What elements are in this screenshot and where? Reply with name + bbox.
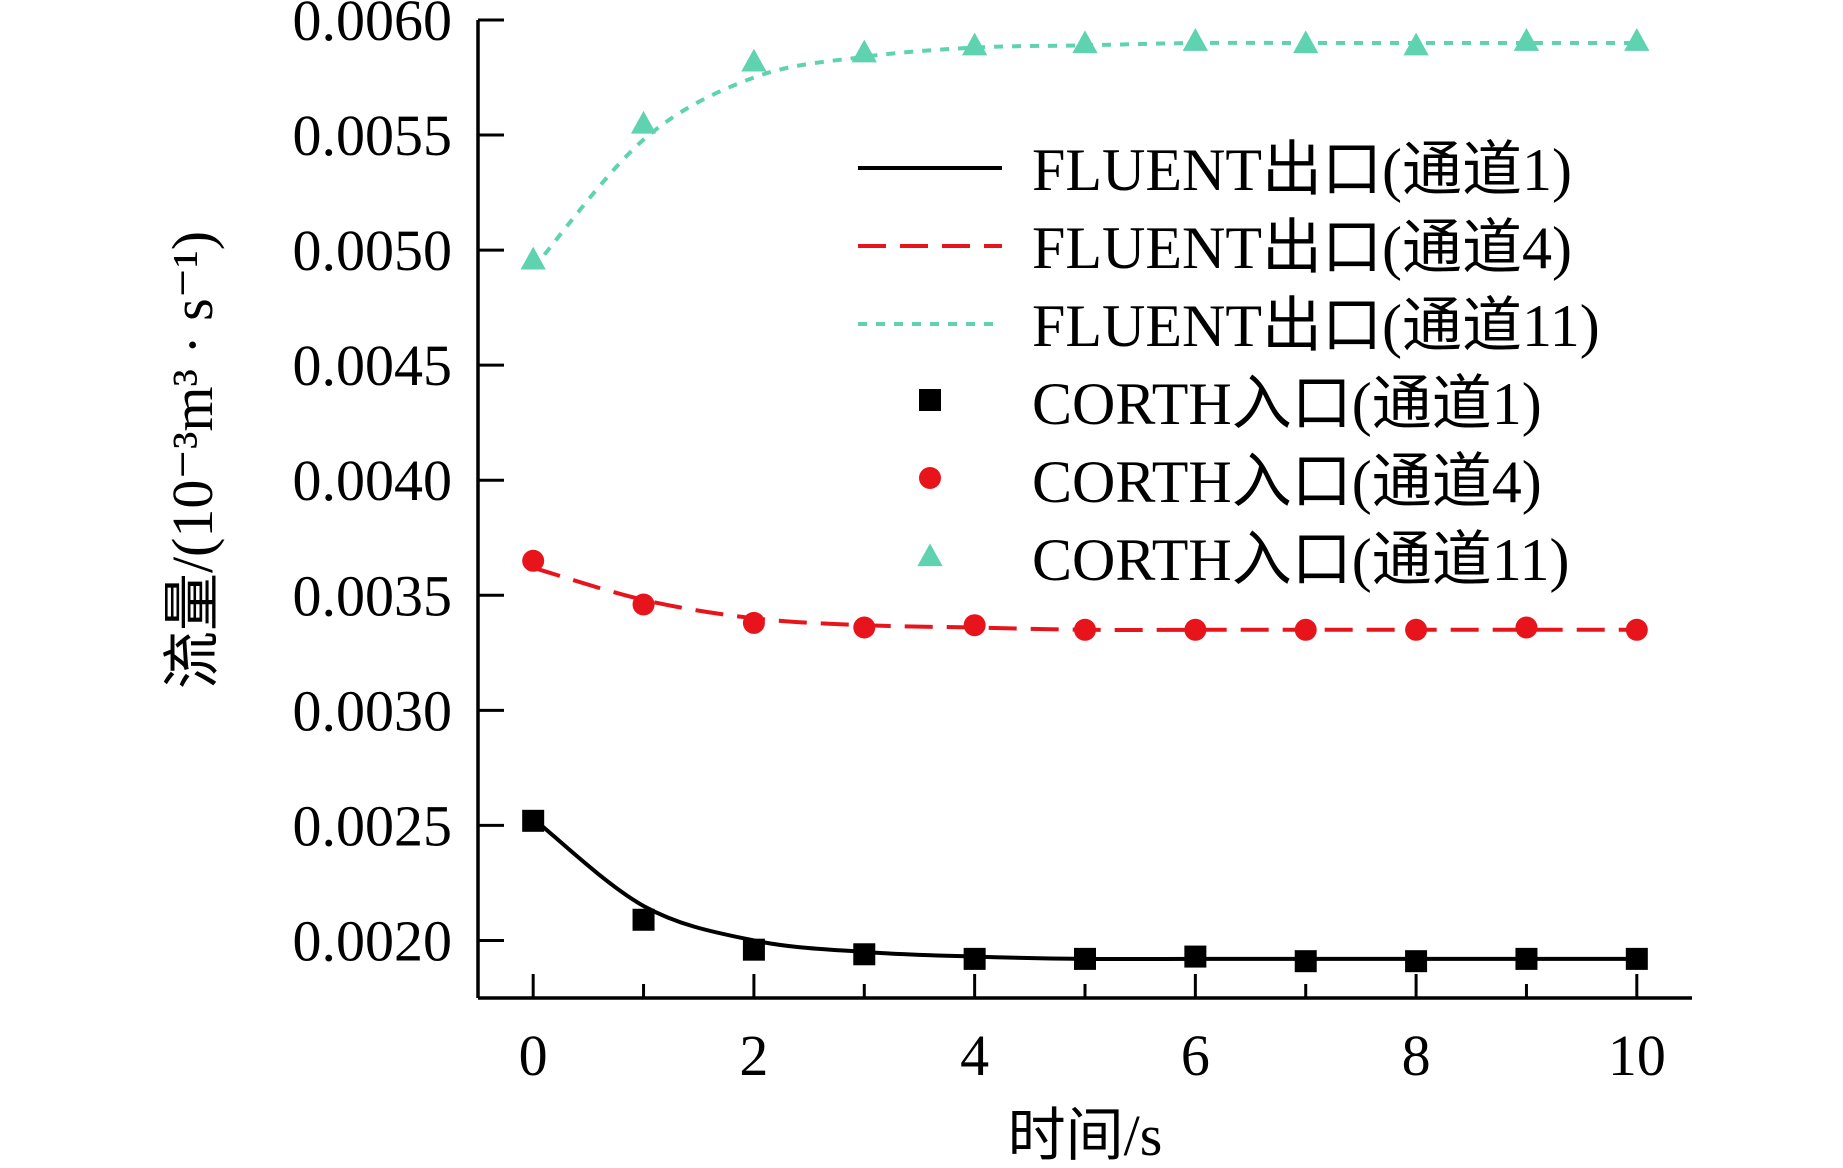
data-point-circle <box>963 614 986 637</box>
data-point-square <box>742 938 765 961</box>
data-point-triangle <box>1072 30 1098 54</box>
x-tick-label: 6 <box>1181 1023 1210 1088</box>
data-point-square <box>963 947 986 970</box>
data-point-circle <box>1184 618 1207 641</box>
x-tick-label: 0 <box>519 1023 548 1088</box>
x-tick-label: 10 <box>1608 1023 1666 1088</box>
y-tick-label: 0.0060 <box>293 0 453 53</box>
y-tick-label: 0.0050 <box>293 218 453 283</box>
series-line-1 <box>531 816 1637 962</box>
data-point-square <box>1625 947 1648 970</box>
legend-marker-swatch <box>919 389 941 411</box>
data-point-triangle <box>1182 28 1209 51</box>
data-point-square <box>1515 947 1538 970</box>
y-tick-label: 0.0030 <box>293 678 453 743</box>
data-point-circle <box>632 593 655 616</box>
data-point-triangle <box>961 32 988 56</box>
data-point-square <box>1405 950 1428 973</box>
legend-label: CORTH入口(通道11) <box>1032 527 1569 593</box>
data-point-circle <box>522 549 545 572</box>
data-point-triangle <box>1624 28 1650 51</box>
data-point-triangle <box>741 48 767 72</box>
y-tick-label: 0.0020 <box>293 908 453 973</box>
series-group <box>520 28 1650 973</box>
y-axis-title: 流量/(10⁻³m³ · s⁻¹) <box>160 231 225 689</box>
data-point-square <box>1184 945 1207 968</box>
x-tick-label: 8 <box>1402 1023 1431 1088</box>
data-point-triangle <box>851 39 877 63</box>
legend-label: FLUENT出口(通道4) <box>1032 215 1572 281</box>
legend-marker-swatch <box>917 543 943 567</box>
legend-label: CORTH入口(通道1) <box>1032 371 1542 437</box>
data-point-square <box>1294 950 1317 973</box>
y-tick-label: 0.0025 <box>293 793 453 858</box>
data-point-circle <box>1625 618 1648 641</box>
legend-label: FLUENT出口(通道1) <box>1032 137 1572 203</box>
legend-label: FLUENT出口(通道11) <box>1032 293 1600 359</box>
data-point-triangle <box>1513 28 1540 51</box>
y-tick-label: 0.0040 <box>293 448 453 513</box>
data-point-triangle <box>630 110 657 134</box>
axes: 0.0020 0.0025 0.0030 0.0035 0.0040 0.0045 0.00… <box>293 0 1692 1088</box>
data-point-square <box>853 943 876 966</box>
data-point-circle <box>1515 616 1538 639</box>
y-tick-label: 0.0035 <box>293 563 453 628</box>
series-line-3 <box>531 40 1637 270</box>
data-point-circle <box>742 611 765 634</box>
data-point-circle <box>1074 618 1096 641</box>
y-tick-label: 0.0055 <box>293 103 453 168</box>
legend: FLUENT出口(通道1) FLUENT出口(通道4) FLUENT出口(通道11)… <box>858 137 1600 593</box>
data-point-square <box>522 809 545 832</box>
data-point-circle <box>1294 618 1317 641</box>
data-point-triangle <box>1403 32 1429 56</box>
legend-marker-swatch <box>919 467 941 489</box>
data-point-circle <box>853 616 876 639</box>
data-point-triangle <box>520 246 546 270</box>
legend-label: CORTH入口(通道4) <box>1032 449 1542 515</box>
data-point-triangle <box>1293 30 1319 54</box>
x-tick-label: 4 <box>960 1023 989 1088</box>
data-point-circle <box>1405 618 1428 641</box>
y-tick-label: 0.0045 <box>293 333 453 398</box>
data-point-square <box>632 908 655 931</box>
data-point-square <box>1074 947 1096 970</box>
x-axis-title: 时间/s <box>1008 1103 1163 1168</box>
x-tick-label: 2 <box>739 1023 768 1088</box>
